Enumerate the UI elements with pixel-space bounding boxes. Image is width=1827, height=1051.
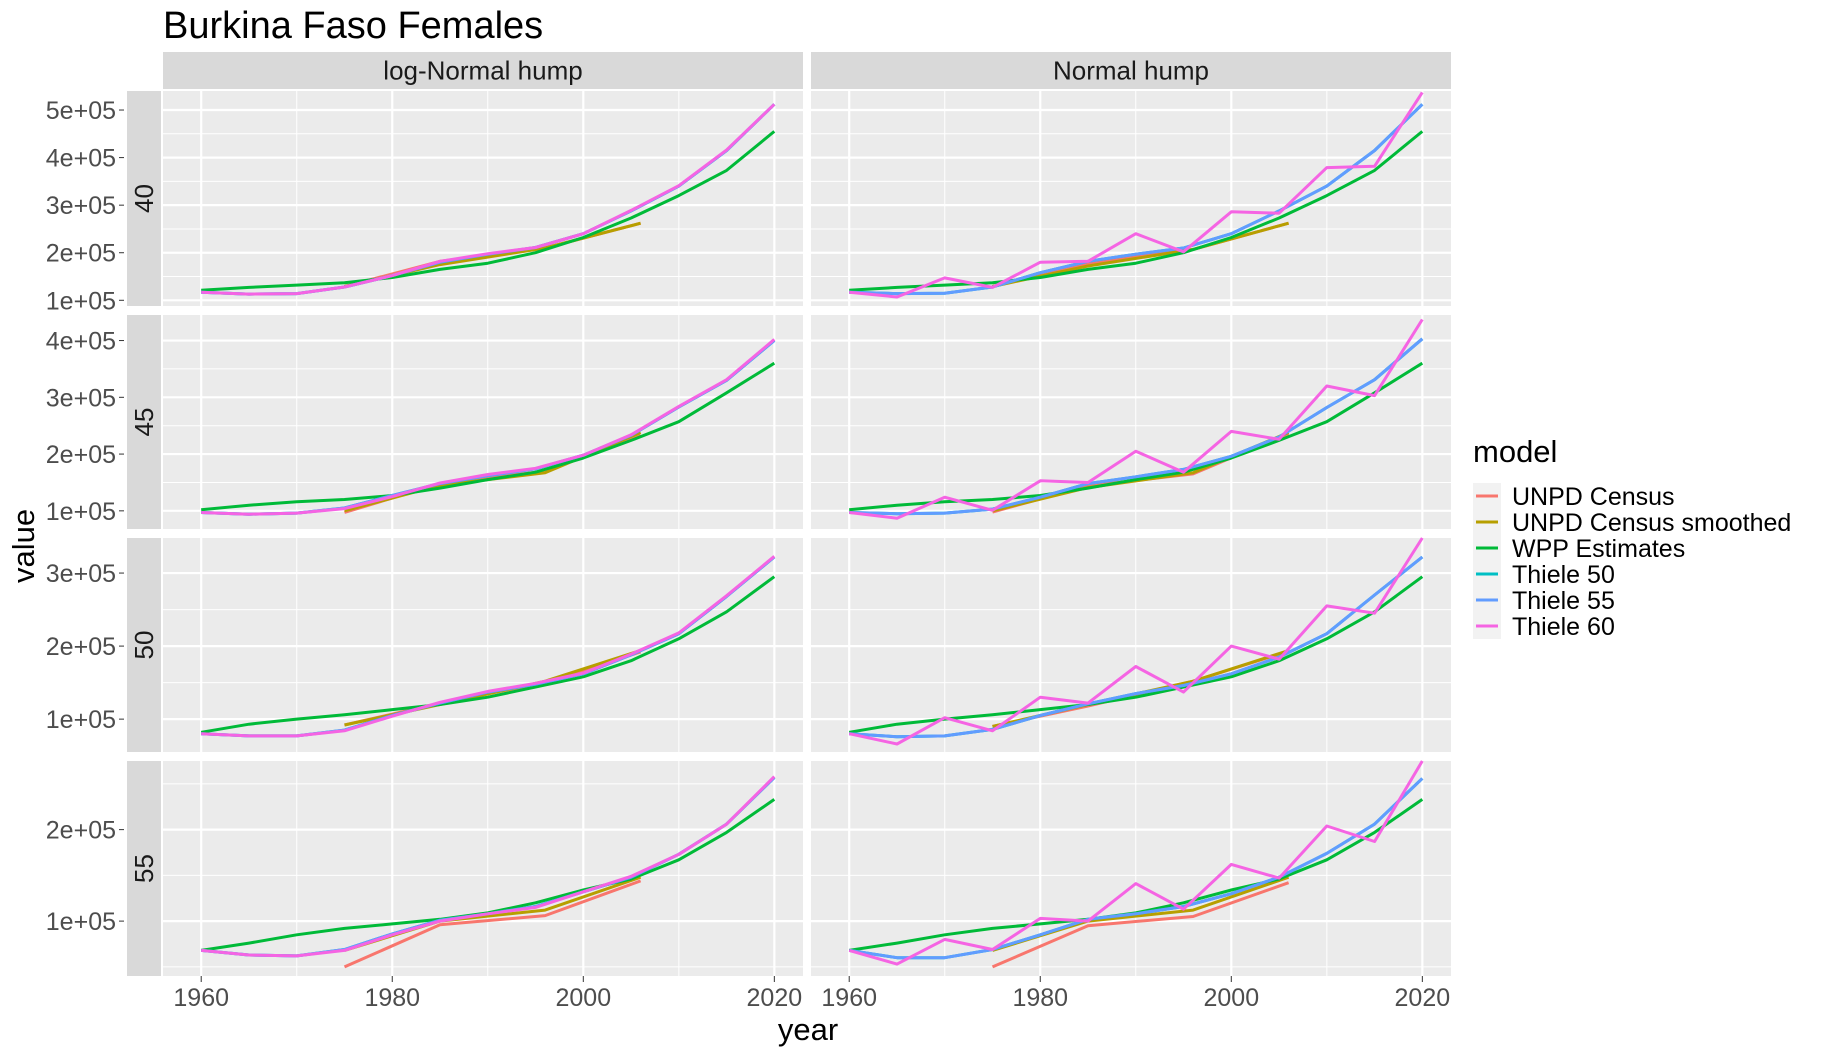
facet-strip-label: Normal hump — [1053, 56, 1209, 86]
y-tick-label: 2e+05 — [46, 240, 116, 268]
y-tick-label: 5e+05 — [46, 97, 116, 125]
series-line-unpd-census — [991, 881, 1290, 969]
facet-row-label: 40 — [129, 184, 159, 213]
facet-row-label: 45 — [129, 408, 159, 437]
legend-label: Thiele 50 — [1512, 561, 1615, 589]
facet-panel-55-normal-hump — [811, 760, 1451, 976]
series-line-thiele-60 — [848, 760, 1424, 966]
y-tick-label: 1e+05 — [46, 498, 116, 526]
x-axis-title: year — [778, 1012, 838, 1047]
facet-row-label: 50 — [129, 631, 159, 660]
series-line-thiele-60 — [201, 103, 776, 296]
x-tick-label: 2020 — [1395, 984, 1451, 1012]
series-line-wpp-estimates — [201, 361, 776, 512]
x-tick-label: 2000 — [1203, 984, 1259, 1012]
series-line-thiele-55 — [849, 555, 1424, 739]
panel-background — [163, 315, 803, 529]
series-line-thiele-60 — [848, 537, 1424, 746]
panel-background — [811, 761, 1451, 976]
panel-background — [811, 315, 1451, 529]
facet-panel-45-normal-hump — [811, 315, 1451, 529]
y-tick-label: 4e+05 — [46, 328, 116, 356]
y-tick-label: 3e+05 — [46, 384, 116, 412]
facet-strip-row-50 — [127, 538, 161, 752]
legend-label: UNPD Census smoothed — [1512, 509, 1791, 537]
facet-panels: log-Normal hump Normal hump 40 1e+05 2e+05 3e… — [46, 52, 1451, 1012]
y-tick-label: 3e+05 — [46, 192, 116, 220]
y-tick-label: 4e+05 — [46, 145, 116, 173]
series-line-thiele-55 — [848, 777, 1424, 960]
series-line-thiele-60 — [201, 775, 776, 958]
facet-panel-45-log-normal-hump — [163, 315, 803, 529]
x-tick-label: 2000 — [555, 984, 611, 1012]
panel-background — [811, 91, 1451, 306]
x-tick-label: 1980 — [364, 984, 420, 1012]
legend-label: Thiele 60 — [1512, 613, 1615, 641]
series-line-thiele-60 — [201, 555, 776, 738]
facet-panel-55-log-normal-hump — [163, 761, 803, 976]
facet-row-label: 55 — [129, 854, 159, 883]
facet-strip-normal-hump — [811, 52, 1451, 89]
series-line-thiele-55 — [849, 103, 1424, 296]
panel-background — [163, 91, 803, 306]
series-line-thiele-60 — [849, 318, 1424, 520]
y-tick-label: 2e+05 — [46, 633, 116, 661]
x-tick-label: 1960 — [821, 984, 877, 1012]
series-line-thiele-60 — [201, 338, 776, 516]
y-tick-label: 1e+05 — [46, 706, 116, 734]
legend-title: model — [1473, 434, 1557, 469]
legend-label: UNPD Census — [1512, 483, 1675, 511]
facet-strip-row-55 — [127, 761, 161, 976]
facet-strip-label: log-Normal hump — [383, 56, 582, 86]
series-line-wpp-estimates — [201, 130, 776, 292]
y-tick-label: 3e+05 — [46, 560, 116, 588]
chart-title: Burkina Faso Females — [163, 5, 543, 47]
series-line-wpp-estimates — [849, 130, 1424, 292]
legend-label: WPP Estimates — [1512, 535, 1685, 563]
y-tick-label: 1e+05 — [46, 287, 116, 315]
series-line-wpp-estimates — [200, 575, 776, 734]
y-axis-title: value — [6, 509, 41, 583]
series-line-unpd-census — [343, 879, 642, 969]
x-tick-label: 1980 — [1012, 984, 1068, 1012]
facet-panel-50-normal-hump — [811, 537, 1451, 752]
series-line-thiele-60 — [849, 91, 1424, 299]
y-tick-label: 2e+05 — [46, 817, 116, 845]
series-line-thiele-55 — [849, 337, 1424, 516]
x-tick-label: 1960 — [173, 984, 229, 1012]
facet-strip-row-45 — [127, 315, 161, 529]
facet-strip-log-normal-hump — [163, 52, 803, 89]
x-tick-label: 2020 — [747, 984, 803, 1012]
facet-strip-row-40 — [127, 91, 161, 306]
series-line-wpp-estimates — [849, 361, 1424, 512]
facet-panel-40-normal-hump — [811, 91, 1451, 306]
panel-background — [163, 761, 803, 976]
facet-panel-50-log-normal-hump — [163, 538, 803, 752]
facet-panel-40-log-normal-hump — [163, 91, 803, 306]
y-tick-label: 1e+05 — [46, 908, 116, 936]
legend-label: Thiele 55 — [1512, 587, 1615, 615]
y-tick-label: 2e+05 — [46, 441, 116, 469]
